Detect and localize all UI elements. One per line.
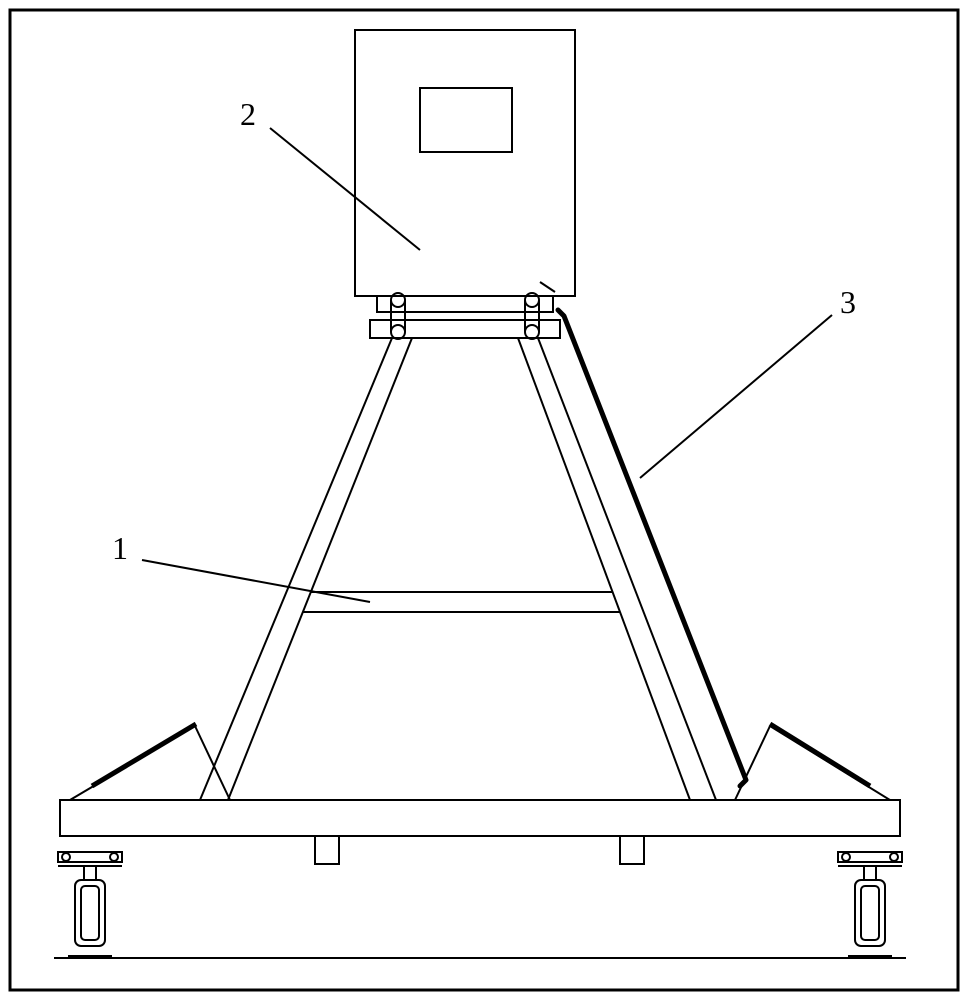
callout-label-1: 1: [112, 530, 128, 567]
callout-label-3: 3: [840, 284, 856, 321]
diagram-canvas: [0, 0, 968, 1000]
callout-label-2: 2: [240, 96, 256, 133]
